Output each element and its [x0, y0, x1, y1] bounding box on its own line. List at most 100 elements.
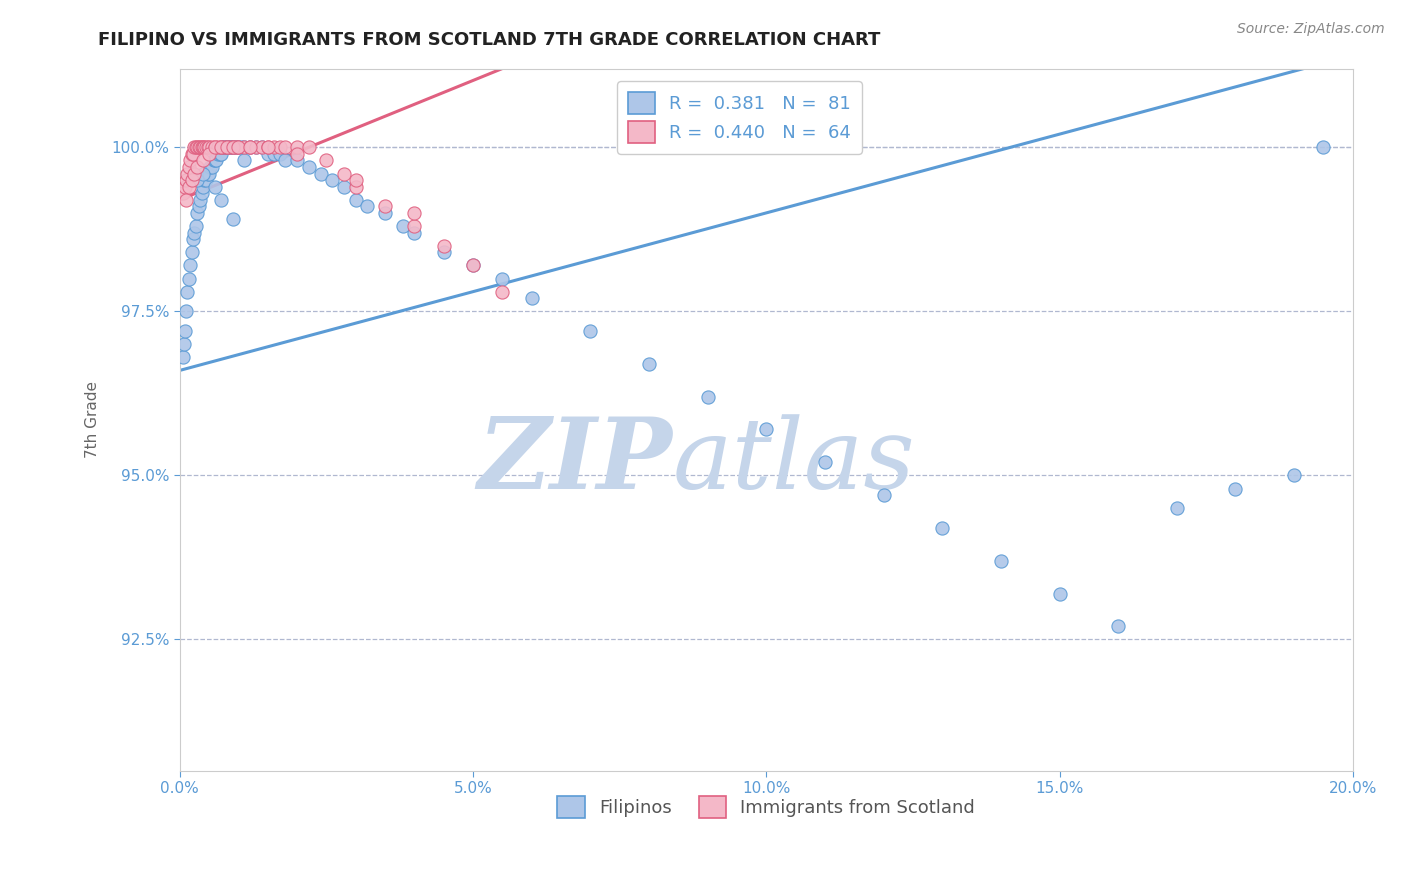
- Point: [814, 455, 837, 469]
- Point: [177, 271, 200, 285]
- Point: [186, 160, 208, 174]
- Point: [461, 259, 484, 273]
- Legend: Filipinos, Immigrants from Scotland: Filipinos, Immigrants from Scotland: [550, 789, 983, 825]
- Point: [239, 140, 262, 154]
- Text: Source: ZipAtlas.com: Source: ZipAtlas.com: [1237, 22, 1385, 37]
- Point: [181, 146, 204, 161]
- Point: [183, 140, 205, 154]
- Point: [263, 140, 285, 154]
- Point: [344, 193, 367, 207]
- Point: [1282, 468, 1305, 483]
- Point: [225, 140, 247, 154]
- Point: [191, 186, 214, 201]
- Point: [176, 167, 198, 181]
- Point: [228, 140, 250, 154]
- Point: [195, 173, 218, 187]
- Point: [209, 146, 232, 161]
- Point: [180, 146, 202, 161]
- Point: [183, 226, 205, 240]
- Point: [228, 140, 250, 154]
- Point: [233, 140, 256, 154]
- Point: [269, 140, 291, 154]
- Point: [183, 167, 205, 181]
- Point: [344, 179, 367, 194]
- Point: [197, 140, 219, 154]
- Point: [256, 140, 278, 154]
- Point: [344, 173, 367, 187]
- Point: [208, 146, 231, 161]
- Point: [207, 146, 229, 161]
- Point: [1225, 482, 1247, 496]
- Point: [177, 160, 200, 174]
- Point: [214, 140, 236, 154]
- Point: [173, 324, 195, 338]
- Point: [197, 167, 219, 181]
- Point: [1049, 586, 1071, 600]
- Point: [333, 167, 356, 181]
- Point: [176, 285, 198, 299]
- Point: [433, 238, 456, 252]
- Point: [221, 140, 243, 154]
- Point: [193, 140, 215, 154]
- Point: [205, 153, 228, 168]
- Point: [173, 337, 195, 351]
- Point: [374, 206, 396, 220]
- Point: [239, 140, 262, 154]
- Point: [195, 140, 218, 154]
- Point: [180, 173, 202, 187]
- Point: [233, 140, 256, 154]
- Text: ZIP: ZIP: [478, 414, 672, 510]
- Point: [215, 140, 238, 154]
- Point: [174, 193, 197, 207]
- Point: [274, 153, 297, 168]
- Point: [333, 179, 356, 194]
- Point: [181, 232, 204, 246]
- Point: [221, 140, 243, 154]
- Point: [433, 245, 456, 260]
- Point: [239, 140, 262, 154]
- Point: [356, 199, 378, 213]
- Point: [245, 140, 267, 154]
- Point: [285, 140, 308, 154]
- Point: [218, 140, 240, 154]
- Point: [198, 167, 221, 181]
- Point: [391, 219, 413, 233]
- Point: [221, 212, 243, 227]
- Point: [198, 146, 221, 161]
- Point: [256, 140, 278, 154]
- Point: [191, 140, 214, 154]
- Point: [221, 140, 243, 154]
- Point: [179, 259, 201, 273]
- Point: [990, 554, 1012, 568]
- Y-axis label: 7th Grade: 7th Grade: [86, 381, 100, 458]
- Point: [180, 245, 202, 260]
- Point: [520, 291, 543, 305]
- Point: [228, 140, 250, 154]
- Point: [174, 173, 197, 187]
- Point: [321, 173, 343, 187]
- Point: [177, 179, 200, 194]
- Point: [201, 160, 224, 174]
- Point: [188, 193, 211, 207]
- Point: [491, 271, 513, 285]
- Point: [187, 140, 209, 154]
- Point: [215, 140, 238, 154]
- Point: [1166, 501, 1188, 516]
- Point: [404, 206, 426, 220]
- Point: [186, 173, 208, 187]
- Point: [1107, 619, 1129, 633]
- Point: [172, 351, 194, 365]
- Point: [285, 146, 308, 161]
- Point: [638, 357, 661, 371]
- Point: [186, 140, 208, 154]
- Point: [285, 153, 308, 168]
- Point: [173, 179, 195, 194]
- Point: [256, 146, 278, 161]
- Point: [374, 199, 396, 213]
- Point: [217, 140, 239, 154]
- Point: [491, 285, 513, 299]
- Point: [202, 153, 225, 168]
- Point: [186, 140, 208, 154]
- Point: [193, 167, 215, 181]
- Point: [204, 140, 226, 154]
